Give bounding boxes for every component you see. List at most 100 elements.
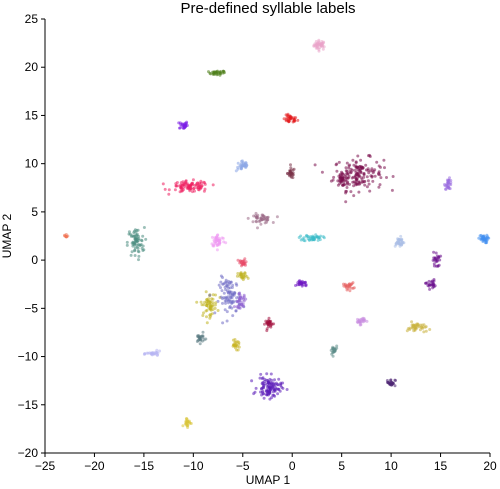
data-point <box>354 161 358 165</box>
data-point <box>360 180 364 184</box>
data-point <box>231 314 235 318</box>
x-axis-label: UMAP 1 <box>246 473 291 487</box>
data-point <box>368 169 372 173</box>
y-tick-label: 15 <box>25 108 39 122</box>
data-point <box>155 348 159 352</box>
data-point <box>429 280 433 284</box>
data-point <box>240 259 244 263</box>
data-point <box>223 285 227 289</box>
data-point <box>352 286 356 290</box>
data-point <box>178 126 182 130</box>
data-point <box>349 171 352 175</box>
data-point <box>278 389 282 393</box>
data-point <box>428 287 432 291</box>
data-point <box>136 228 140 232</box>
data-point <box>218 238 221 242</box>
data-point <box>180 189 184 193</box>
cluster-35 <box>385 378 397 388</box>
data-point <box>345 161 349 165</box>
x-tick-label: −10 <box>183 459 204 473</box>
data-point <box>331 354 335 358</box>
data-point <box>199 300 203 304</box>
y-tick-label: −15 <box>18 398 39 412</box>
data-point <box>365 175 369 179</box>
data-point <box>239 167 243 171</box>
data-point <box>366 179 370 183</box>
data-point <box>398 238 402 242</box>
data-point <box>265 393 269 397</box>
data-point <box>212 240 216 244</box>
data-point <box>335 169 339 173</box>
data-point <box>356 321 360 325</box>
data-point <box>258 376 262 380</box>
data-point <box>344 166 348 170</box>
data-point <box>292 116 296 120</box>
data-point <box>348 163 352 167</box>
cluster-5 <box>313 153 395 204</box>
data-point <box>284 119 288 123</box>
cluster-12 <box>125 226 148 262</box>
data-point <box>428 283 432 287</box>
cluster-29 <box>405 320 432 334</box>
data-point <box>371 179 375 183</box>
data-point <box>352 184 356 188</box>
cluster-28 <box>355 316 369 327</box>
data-point <box>200 184 203 188</box>
data-point <box>201 330 205 334</box>
data-point <box>219 280 223 284</box>
data-point <box>183 184 187 188</box>
data-point <box>431 258 435 262</box>
data-point <box>337 160 341 164</box>
data-point <box>319 234 323 238</box>
data-point <box>221 236 225 240</box>
y-tick-label: 20 <box>25 60 39 74</box>
data-point <box>265 216 269 220</box>
data-point <box>231 338 235 342</box>
data-point <box>202 311 205 315</box>
cluster-4 <box>177 120 189 130</box>
data-point <box>259 216 263 220</box>
data-point <box>349 190 353 194</box>
data-point <box>276 383 280 387</box>
data-point <box>256 213 260 217</box>
data-point <box>221 282 225 286</box>
data-point <box>215 248 219 252</box>
data-point <box>410 320 414 324</box>
data-point <box>448 176 451 180</box>
data-point <box>142 248 146 252</box>
data-point <box>127 230 131 234</box>
data-point <box>227 282 231 286</box>
data-point <box>348 289 352 293</box>
data-point <box>210 297 214 301</box>
data-point <box>235 340 239 344</box>
data-point <box>133 241 137 245</box>
data-point <box>136 246 140 250</box>
data-point <box>204 309 208 313</box>
data-point <box>437 263 441 267</box>
data-point <box>155 353 159 357</box>
data-point <box>211 183 215 187</box>
y-axis-label: UMAP 2 <box>0 213 14 258</box>
data-point <box>351 175 355 179</box>
data-point <box>345 182 349 186</box>
cluster-16 <box>393 234 406 248</box>
data-point <box>239 297 243 301</box>
data-point <box>173 188 177 192</box>
data-point <box>317 47 321 51</box>
data-point <box>336 179 340 183</box>
data-point <box>432 278 436 281</box>
data-point <box>179 123 183 127</box>
cluster-11 <box>246 211 279 230</box>
data-point <box>299 234 303 238</box>
data-point <box>209 300 213 303</box>
data-point <box>338 175 342 179</box>
data-point <box>378 183 382 187</box>
data-point <box>251 220 255 224</box>
data-point <box>262 396 266 400</box>
data-point <box>263 221 267 225</box>
data-point <box>130 250 134 254</box>
data-point <box>135 239 139 243</box>
data-point <box>239 163 243 167</box>
data-point <box>193 189 196 193</box>
data-point <box>133 234 137 238</box>
